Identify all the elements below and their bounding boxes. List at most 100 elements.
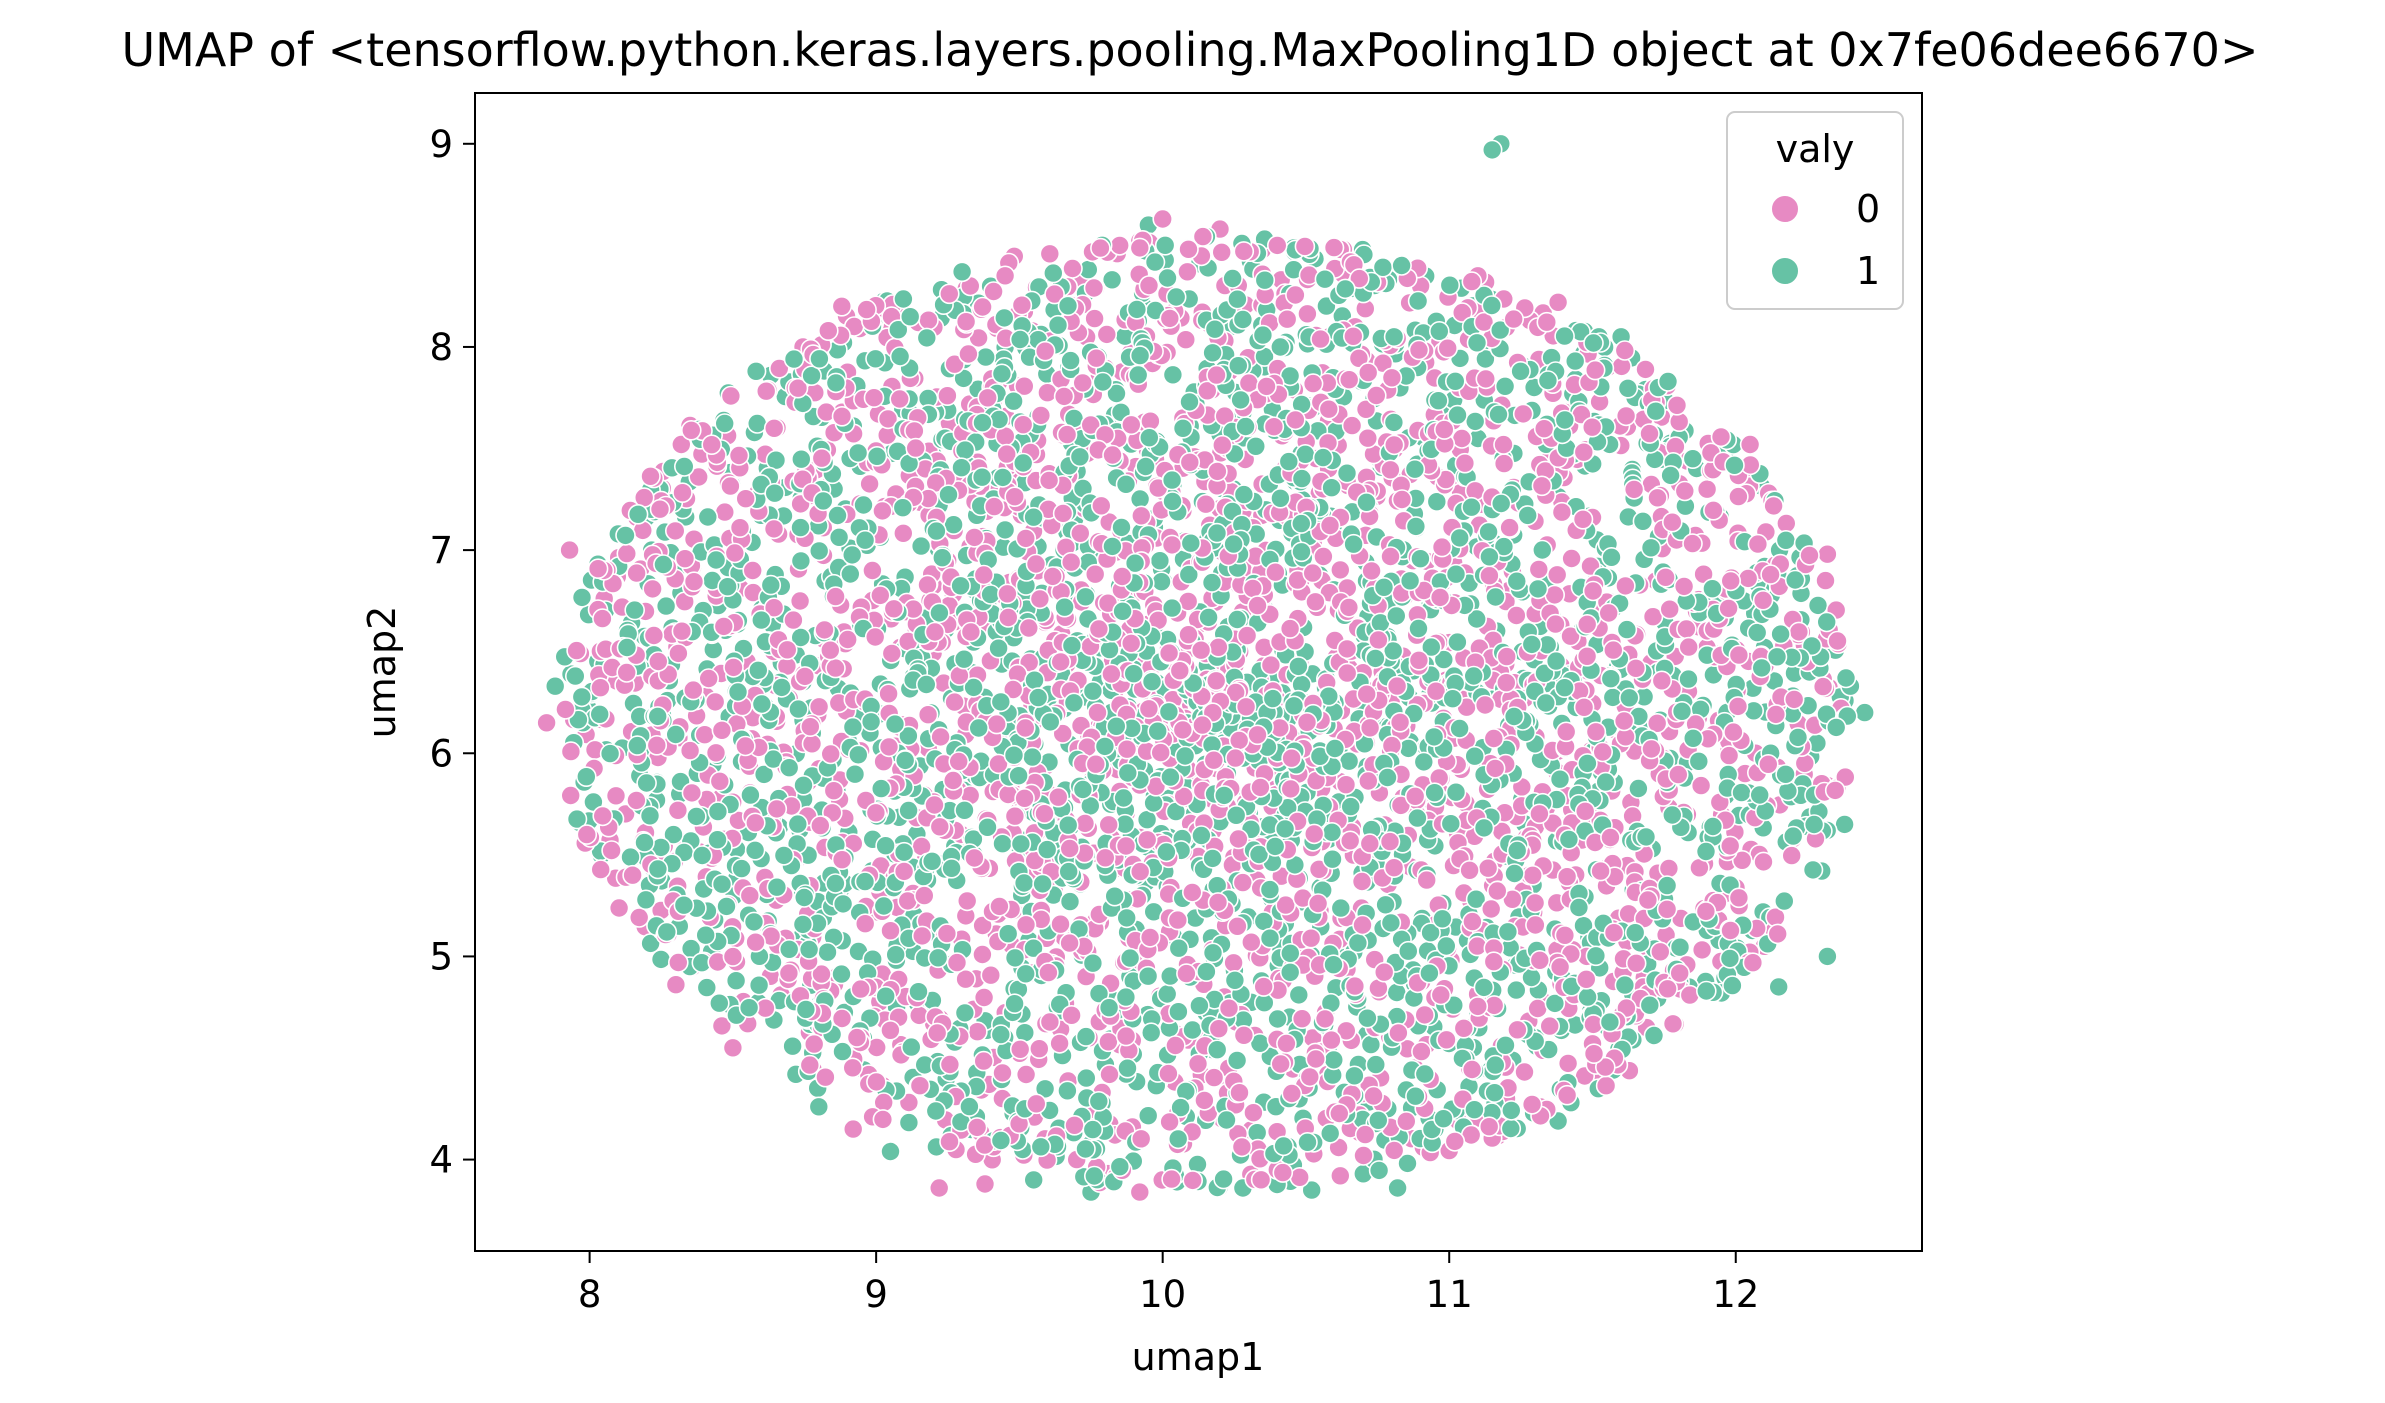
data-point-series-1 xyxy=(745,360,767,382)
data-point-series-0 xyxy=(711,719,733,741)
data-point-series-1 xyxy=(746,413,768,434)
data-point-series-1 xyxy=(1109,1156,1131,1177)
data-point-series-0 xyxy=(909,1075,931,1096)
data-point-series-0 xyxy=(1525,914,1546,936)
data-point-series-1 xyxy=(1377,767,1398,788)
data-point-series-1 xyxy=(707,801,729,822)
data-point-series-0 xyxy=(1121,414,1142,436)
data-point-series-0 xyxy=(714,501,736,523)
data-point-series-0 xyxy=(1389,711,1411,733)
data-point-series-1 xyxy=(1368,1110,1389,1131)
data-point-series-0 xyxy=(1236,625,1258,646)
data-point-series-0 xyxy=(1720,570,1741,592)
data-point-series-0 xyxy=(1116,738,1138,760)
data-point-series-0 xyxy=(728,445,750,466)
data-point-series-1 xyxy=(1835,667,1857,689)
data-point-series-0 xyxy=(1011,294,1033,316)
data-point-series-1 xyxy=(764,482,786,504)
data-point-series-0 xyxy=(1480,898,1502,920)
data-point-series-1 xyxy=(1360,1034,1382,1055)
data-point-series-0 xyxy=(1231,1136,1253,1158)
data-point-series-0 xyxy=(918,309,939,331)
data-point-series-1 xyxy=(1161,597,1183,619)
data-point-series-1 xyxy=(1405,516,1427,537)
data-point-series-0 xyxy=(1669,962,1690,984)
data-point-series-1 xyxy=(1288,656,1309,677)
data-point-series-1 xyxy=(1397,1153,1418,1174)
data-point-series-0 xyxy=(1218,997,1240,1019)
data-point-series-0 xyxy=(560,741,582,762)
data-point-series-0 xyxy=(1727,696,1749,717)
data-point-series-1 xyxy=(1323,1049,1345,1071)
data-point-series-1 xyxy=(1324,738,1346,759)
data-point-series-0 xyxy=(866,1071,887,1093)
data-point-series-0 xyxy=(1136,829,1158,851)
data-point-series-0 xyxy=(789,590,811,612)
data-point-series-1 xyxy=(1497,921,1519,943)
data-point-series-0 xyxy=(814,619,835,641)
data-point-series-1 xyxy=(1189,995,1210,1017)
data-point-series-1 xyxy=(1004,947,1026,969)
data-point-series-1 xyxy=(832,1041,853,1062)
data-point-series-0 xyxy=(1034,803,1055,825)
data-point-series-1 xyxy=(564,665,586,687)
data-point-series-0 xyxy=(711,1015,733,1037)
data-point-series-0 xyxy=(1696,478,1718,500)
data-point-series-1 xyxy=(635,889,657,911)
data-point-series-1 xyxy=(1682,727,1704,749)
data-point-series-1 xyxy=(783,348,805,370)
data-point-series-0 xyxy=(1556,866,1578,888)
data-point-series-1 xyxy=(854,871,876,892)
data-point-series-0 xyxy=(1015,914,1037,936)
data-point-series-0 xyxy=(1129,1181,1151,1203)
data-point-series-0 xyxy=(1758,753,1779,775)
data-point-series-1 xyxy=(634,832,655,853)
data-point-series-0 xyxy=(1050,651,1071,673)
data-point-series-1 xyxy=(1834,814,1855,835)
data-point-series-1 xyxy=(696,977,718,998)
data-point-series-1 xyxy=(1344,1065,1365,1087)
data-point-series-0 xyxy=(1388,1022,1409,1044)
data-point-series-0 xyxy=(1270,1053,1291,1075)
data-point-series-0 xyxy=(694,724,716,746)
data-point-series-0 xyxy=(1012,414,1034,436)
data-point-series-1 xyxy=(1084,1165,1105,1187)
data-point-series-0 xyxy=(1484,758,1506,779)
data-point-series-1 xyxy=(988,637,1009,659)
data-point-series-0 xyxy=(1207,461,1228,482)
data-point-series-1 xyxy=(1144,251,1166,273)
data-point-series-1 xyxy=(873,895,895,917)
data-point-series-1 xyxy=(1461,496,1482,518)
data-point-series-1 xyxy=(866,445,888,467)
data-point-series-0 xyxy=(1404,785,1426,807)
data-point-series-0 xyxy=(590,859,612,880)
data-point-series-1 xyxy=(1463,665,1484,687)
data-point-series-0 xyxy=(1467,996,1489,1017)
data-point-series-0 xyxy=(817,320,839,342)
data-point-series-0 xyxy=(1719,835,1741,857)
data-point-series-1 xyxy=(1111,517,1132,538)
data-point-series-0 xyxy=(872,1109,894,1130)
data-point-series-1 xyxy=(954,799,975,821)
data-point-series-1 xyxy=(1696,980,1717,1002)
data-point-series-1 xyxy=(1375,894,1396,916)
data-point-series-0 xyxy=(1739,434,1761,455)
data-point-series-1 xyxy=(1628,778,1649,799)
data-point-series-1 xyxy=(931,547,953,569)
data-point-series-1 xyxy=(1660,465,1681,486)
data-point-series-0 xyxy=(1408,649,1430,671)
data-point-series-1 xyxy=(1135,456,1156,477)
data-point-series-0 xyxy=(878,683,899,705)
data-point-series-1 xyxy=(875,835,896,857)
data-point-series-0 xyxy=(1305,591,1326,613)
data-point-series-1 xyxy=(1278,451,1300,472)
data-point-series-0 xyxy=(1584,359,1606,381)
data-point-series-0 xyxy=(1167,909,1189,931)
data-point-series-1 xyxy=(1639,994,1661,1016)
data-point-series-0 xyxy=(842,1057,864,1079)
data-point-series-0 xyxy=(536,712,557,734)
data-point-series-0 xyxy=(1723,721,1744,743)
data-point-series-1 xyxy=(647,706,669,727)
data-point-series-0 xyxy=(972,915,993,936)
data-point-series-1 xyxy=(1262,688,1284,709)
